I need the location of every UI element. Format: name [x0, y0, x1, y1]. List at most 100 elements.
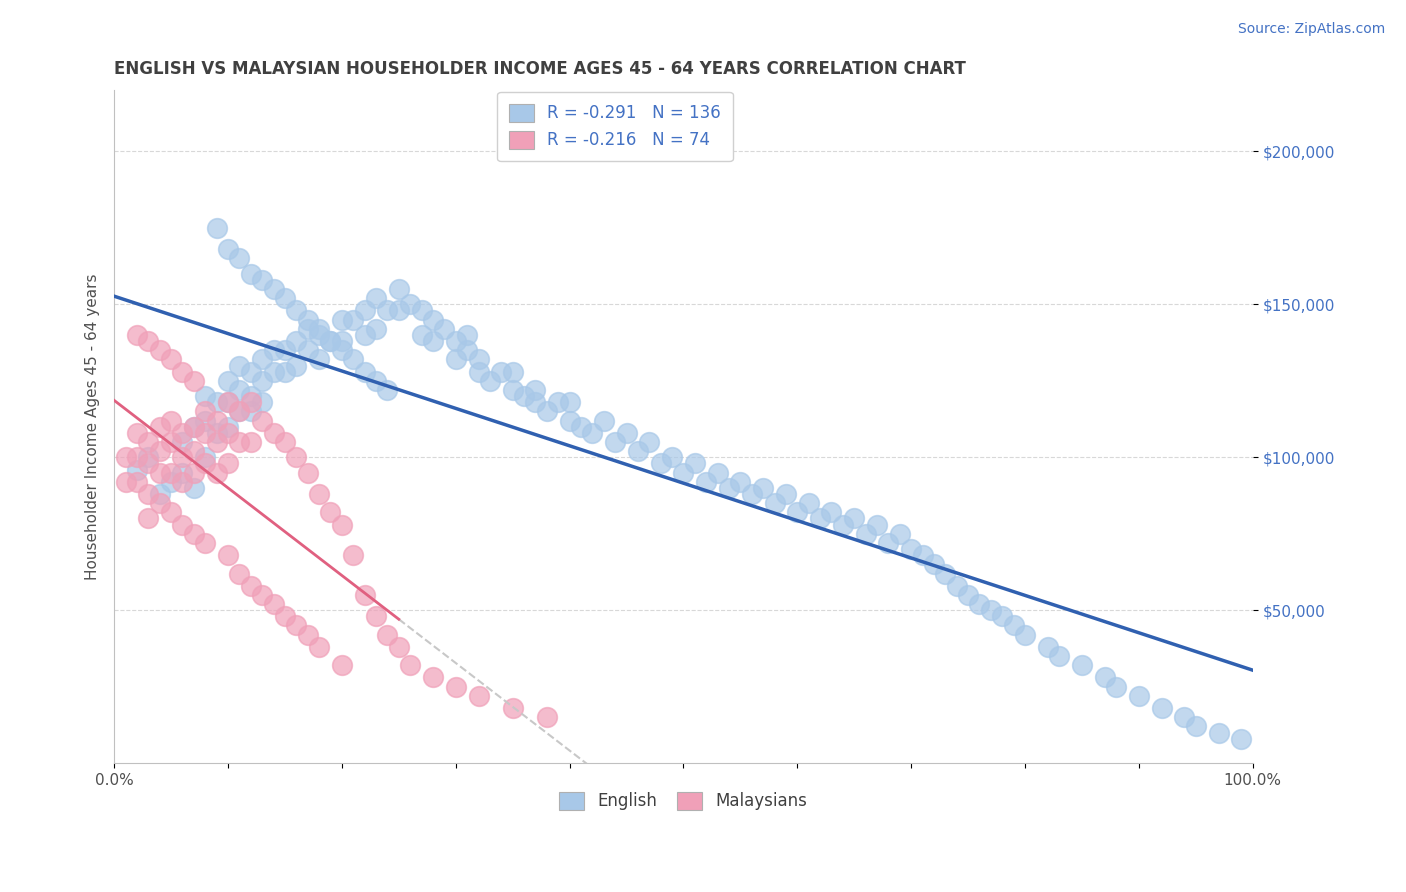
Point — [911, 548, 934, 562]
Point — [125, 425, 148, 440]
Point — [1002, 618, 1025, 632]
Point — [228, 383, 250, 397]
Point — [285, 450, 308, 465]
Point — [945, 579, 967, 593]
Point — [319, 505, 342, 519]
Point — [217, 395, 239, 409]
Point — [274, 343, 297, 358]
Point — [263, 282, 285, 296]
Point — [411, 303, 433, 318]
Point — [1128, 689, 1150, 703]
Point — [319, 334, 342, 348]
Point — [581, 425, 603, 440]
Point — [364, 374, 387, 388]
Point — [308, 352, 330, 367]
Point — [433, 322, 456, 336]
Point — [922, 558, 945, 572]
Point — [502, 365, 524, 379]
Point — [217, 242, 239, 256]
Point — [274, 291, 297, 305]
Point — [239, 395, 262, 409]
Point — [547, 395, 569, 409]
Point — [616, 425, 638, 440]
Point — [661, 450, 683, 465]
Point — [205, 395, 228, 409]
Point — [160, 505, 183, 519]
Point — [638, 435, 661, 450]
Point — [217, 395, 239, 409]
Point — [855, 526, 877, 541]
Point — [297, 343, 319, 358]
Point — [138, 511, 160, 525]
Point — [330, 517, 353, 532]
Point — [183, 374, 205, 388]
Point — [183, 419, 205, 434]
Point — [160, 414, 183, 428]
Point — [172, 425, 194, 440]
Point — [444, 352, 467, 367]
Point — [250, 352, 273, 367]
Point — [138, 450, 160, 465]
Point — [752, 481, 775, 495]
Point — [377, 383, 399, 397]
Point — [205, 466, 228, 480]
Point — [672, 466, 695, 480]
Point — [1094, 671, 1116, 685]
Point — [364, 291, 387, 305]
Point — [217, 419, 239, 434]
Point — [1184, 719, 1206, 733]
Point — [149, 419, 172, 434]
Point — [250, 374, 273, 388]
Point — [138, 487, 160, 501]
Point — [558, 414, 581, 428]
Point — [422, 312, 444, 326]
Point — [228, 252, 250, 266]
Point — [250, 588, 273, 602]
Point — [342, 352, 364, 367]
Point — [285, 359, 308, 373]
Point — [172, 365, 194, 379]
Point — [263, 597, 285, 611]
Legend: English, Malaysians: English, Malaysians — [547, 780, 820, 822]
Point — [342, 312, 364, 326]
Point — [797, 496, 820, 510]
Point — [558, 395, 581, 409]
Point — [228, 435, 250, 450]
Point — [775, 487, 797, 501]
Point — [194, 389, 217, 403]
Point — [536, 710, 558, 724]
Point — [353, 303, 375, 318]
Point — [138, 457, 160, 471]
Point — [456, 343, 478, 358]
Point — [217, 548, 239, 562]
Point — [138, 435, 160, 450]
Point — [569, 419, 592, 434]
Point — [149, 444, 172, 458]
Point — [125, 475, 148, 489]
Point — [194, 450, 217, 465]
Point — [980, 603, 1002, 617]
Point — [160, 435, 183, 450]
Point — [194, 404, 217, 418]
Point — [422, 334, 444, 348]
Point — [297, 312, 319, 326]
Point — [1173, 710, 1195, 724]
Point — [763, 496, 786, 510]
Point — [364, 322, 387, 336]
Point — [388, 282, 411, 296]
Point — [491, 365, 513, 379]
Point — [250, 414, 273, 428]
Point — [1070, 658, 1092, 673]
Point — [900, 542, 922, 557]
Point — [695, 475, 717, 489]
Point — [467, 365, 489, 379]
Point — [467, 689, 489, 703]
Point — [194, 414, 217, 428]
Point — [194, 457, 217, 471]
Text: ENGLISH VS MALAYSIAN HOUSEHOLDER INCOME AGES 45 - 64 YEARS CORRELATION CHART: ENGLISH VS MALAYSIAN HOUSEHOLDER INCOME … — [114, 60, 966, 78]
Point — [125, 327, 148, 342]
Point — [536, 404, 558, 418]
Point — [160, 352, 183, 367]
Point — [297, 466, 319, 480]
Point — [183, 526, 205, 541]
